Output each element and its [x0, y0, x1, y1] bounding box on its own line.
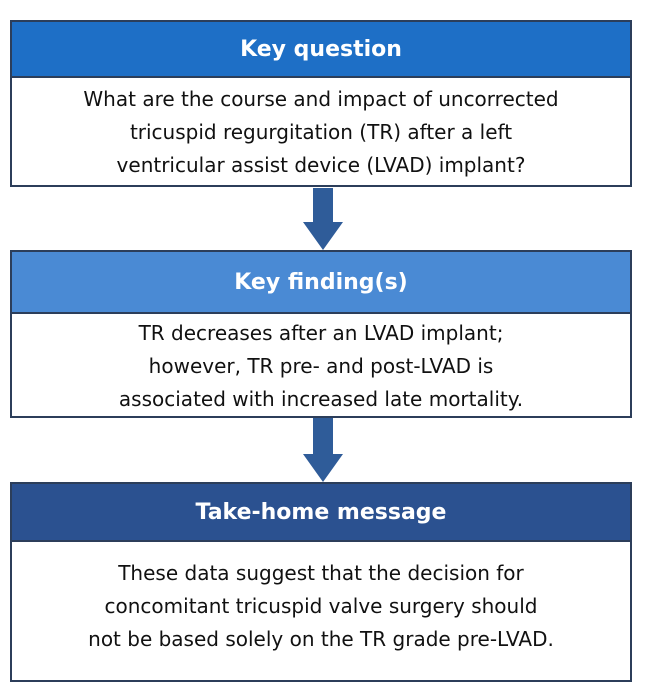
- box-body: What are the course and impact of uncorr…: [12, 78, 630, 187]
- text-line: What are the course and impact of uncorr…: [83, 87, 559, 111]
- box-body: TR decreases after an LVAD implant; howe…: [12, 314, 630, 418]
- box-title: Key question: [12, 22, 630, 78]
- finding-box: Key finding(s) TR decreases after an LVA…: [10, 250, 632, 418]
- box-body: These data suggest that the decision for…: [12, 542, 630, 670]
- text-line: not be based solely on the TR grade pre-…: [88, 626, 554, 651]
- arrow: [303, 418, 343, 482]
- box-title: Key finding(s): [12, 252, 630, 314]
- text-line: however, TR pre- and post-LVAD is: [148, 353, 494, 378]
- box-title: Take-home message: [12, 484, 630, 542]
- arrow: [303, 188, 343, 250]
- question-box: Key question What are the course and imp…: [10, 20, 632, 187]
- text-line: ventricular assist device (LVAD) implant…: [116, 153, 526, 177]
- message-box: Take-home message These data suggest tha…: [10, 482, 632, 682]
- text-line: concomitant tricuspid valve surgery shou…: [104, 593, 538, 618]
- text-line: tricuspid regurgitation (TR) after a lef…: [129, 120, 513, 144]
- text-line: TR decreases after an LVAD implant;: [138, 320, 504, 345]
- text-line: associated with increased late mortality…: [118, 386, 524, 411]
- text-line: These data suggest that the decision for: [118, 560, 524, 585]
